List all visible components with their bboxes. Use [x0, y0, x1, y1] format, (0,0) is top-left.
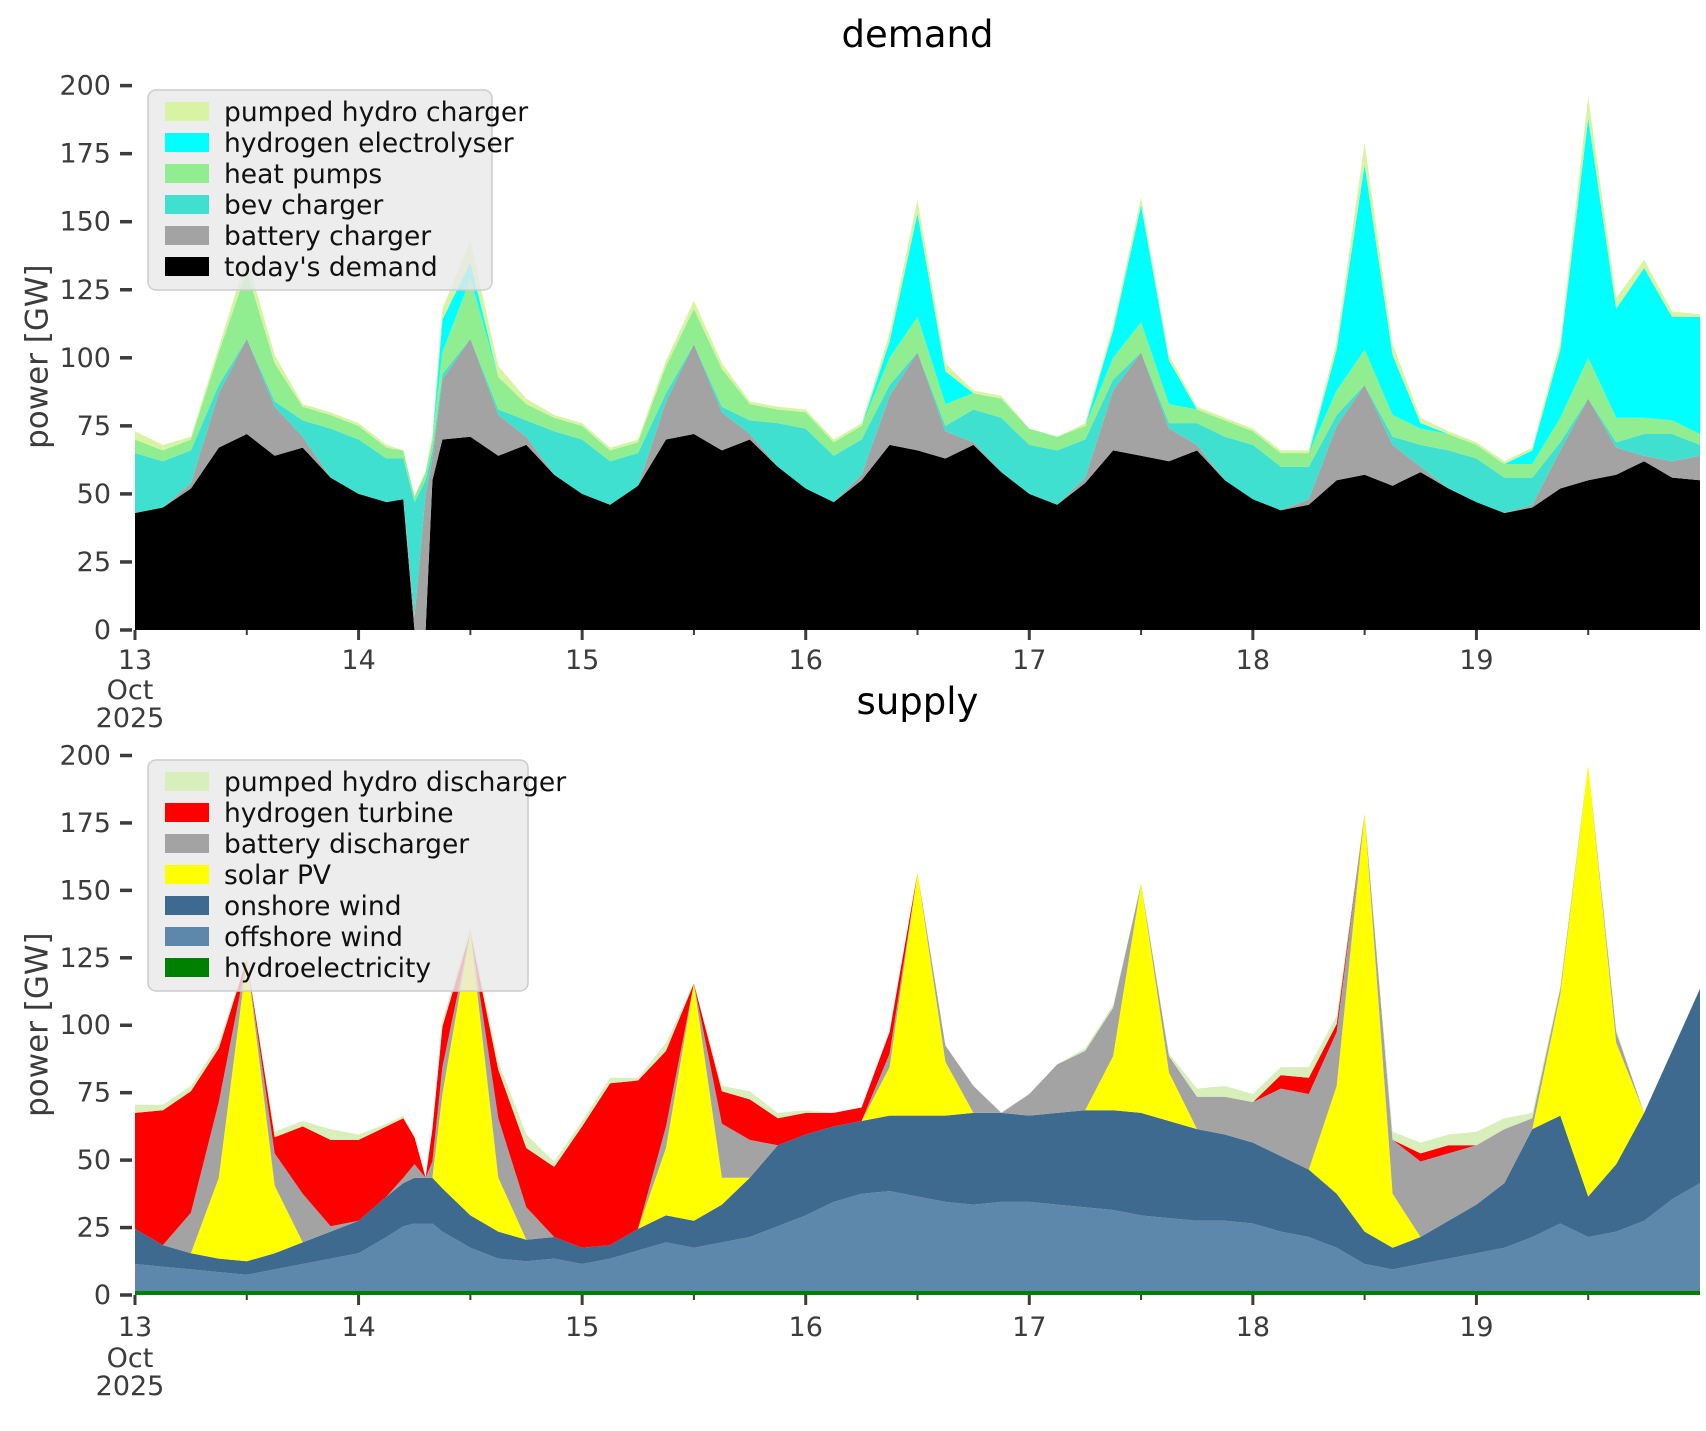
- legend-item-hydroelectricity: hydroelectricity: [165, 953, 431, 984]
- area-hydrogen-electrolyser: [135, 118, 1700, 497]
- area-battery-charger: [135, 338, 1700, 630]
- supply-chart-title: supply: [856, 680, 979, 723]
- legend-item-onshore-wind: onshore wind: [165, 891, 402, 922]
- x-tick-label: 14: [341, 645, 375, 676]
- legend-label: battery charger: [224, 221, 431, 252]
- area-today-s-demand: [135, 434, 1700, 630]
- legend-label: solar PV: [224, 860, 331, 891]
- legend-item-bev-charger: bev charger: [165, 190, 383, 221]
- legend-item-heat-pumps: heat pumps: [165, 159, 382, 190]
- legend-label: heat pumps: [224, 159, 382, 190]
- y-tick-label: 50: [77, 479, 111, 510]
- y-tick-label: 0: [94, 615, 111, 646]
- x-tick-label: 16: [789, 1312, 823, 1343]
- legend-swatch-bev-charger: [165, 195, 209, 214]
- legend-box: [147, 759, 529, 992]
- legend-swatch-pumped-hydro-discharger: [165, 772, 209, 791]
- legend-label: pumped hydro charger: [224, 97, 528, 128]
- area-hydroelectricity: [135, 1291, 1700, 1295]
- legend-swatch-hydrogen-turbine: [165, 803, 209, 822]
- area-solar-pv: [135, 764, 1700, 1262]
- legend-label: battery discharger: [224, 829, 469, 860]
- legend-item-offshore-wind: offshore wind: [165, 922, 403, 953]
- x-tick-label: 19: [1459, 645, 1493, 676]
- area-pumped-hydro-charger: [135, 96, 1700, 497]
- x-tick-label: 18: [1236, 645, 1270, 676]
- area-offshore-wind: [135, 1183, 1700, 1291]
- legend-swatch-onshore-wind: [165, 896, 209, 915]
- y-tick-label: 125: [59, 275, 111, 306]
- x-tick-label: 15: [565, 1312, 599, 1343]
- supply-x-axis-month-label: Oct: [106, 1343, 154, 1374]
- y-tick-label: 25: [77, 1213, 111, 1244]
- legend-item-battery-discharger: battery discharger: [165, 829, 469, 860]
- y-tick-label: 50: [77, 1145, 111, 1176]
- y-tick-label: 200: [59, 740, 111, 771]
- legend-item-hydrogen-electrolyser: hydrogen electrolyser: [165, 128, 514, 159]
- legend-label: today's demand: [224, 252, 438, 283]
- y-tick-label: 75: [77, 1078, 111, 1109]
- x-tick-label: 17: [1012, 645, 1046, 676]
- x-tick-label: 13: [118, 645, 152, 676]
- legend-swatch-hydroelectricity: [165, 958, 209, 977]
- supply-y-axis-label: power [GW]: [19, 932, 56, 1117]
- x-tick-label: 17: [1012, 1312, 1046, 1343]
- demand-x-axis-year-label: 2025: [95, 703, 165, 734]
- x-tick-label: 15: [565, 645, 599, 676]
- x-tick-label: 19: [1459, 1312, 1493, 1343]
- y-tick-label: 75: [77, 411, 111, 442]
- legend-swatch-hydrogen-electrolyser: [165, 133, 209, 152]
- area-battery-discharger: [135, 764, 1700, 1254]
- legend-label: offshore wind: [224, 922, 403, 953]
- legend-item-pumped-hydro-discharger: pumped hydro discharger: [165, 767, 566, 798]
- x-tick-label: 18: [1236, 1312, 1270, 1343]
- legend-label: hydroelectricity: [224, 953, 431, 984]
- y-tick-label: 0: [94, 1280, 111, 1311]
- y-tick-label: 25: [77, 547, 111, 578]
- y-tick-label: 150: [59, 207, 111, 238]
- y-tick-label: 100: [59, 1010, 111, 1041]
- y-tick-label: 200: [59, 71, 111, 102]
- y-tick-label: 175: [59, 139, 111, 170]
- area-pumped-hydro-discharger: [135, 764, 1700, 1178]
- y-tick-label: 100: [59, 343, 111, 374]
- legend-swatch-pumped-hydro-charger: [165, 102, 209, 121]
- y-tick-label: 150: [59, 875, 111, 906]
- legend-swatch-solar-pv: [165, 865, 209, 884]
- legend-item-today-s-demand: today's demand: [165, 252, 438, 283]
- legend-swatch-offshore-wind: [165, 927, 209, 946]
- legend-label: hydrogen electrolyser: [224, 128, 514, 159]
- supply-x-axis-year-label: 2025: [95, 1371, 165, 1402]
- legend-swatch-battery-charger: [165, 226, 209, 245]
- x-tick-label: 14: [341, 1312, 375, 1343]
- area-onshore-wind: [135, 988, 1700, 1275]
- y-tick-label: 175: [59, 808, 111, 839]
- legend-item-battery-charger: battery charger: [165, 221, 431, 252]
- legend-swatch-today-s-demand: [165, 257, 209, 276]
- demand-chart-title: demand: [841, 13, 994, 56]
- demand-y-axis-label: power [GW]: [19, 264, 56, 449]
- legend-label: pumped hydro discharger: [224, 767, 566, 798]
- demand-x-axis-month-label: Oct: [106, 675, 154, 706]
- x-tick-label: 13: [118, 1312, 152, 1343]
- legend-box: [147, 89, 493, 291]
- x-tick-label: 16: [789, 645, 823, 676]
- legend-swatch-battery-discharger: [165, 834, 209, 853]
- legend-label: onshore wind: [224, 891, 402, 922]
- legend-item-hydrogen-turbine: hydrogen turbine: [165, 798, 454, 829]
- legend-item-solar-pv: solar PV: [165, 860, 331, 891]
- legend-label: hydrogen turbine: [224, 798, 454, 829]
- y-tick-label: 125: [59, 943, 111, 974]
- legend-swatch-heat-pumps: [165, 164, 209, 183]
- legend-item-pumped-hydro-charger: pumped hydro charger: [165, 97, 528, 128]
- legend-label: bev charger: [224, 190, 383, 221]
